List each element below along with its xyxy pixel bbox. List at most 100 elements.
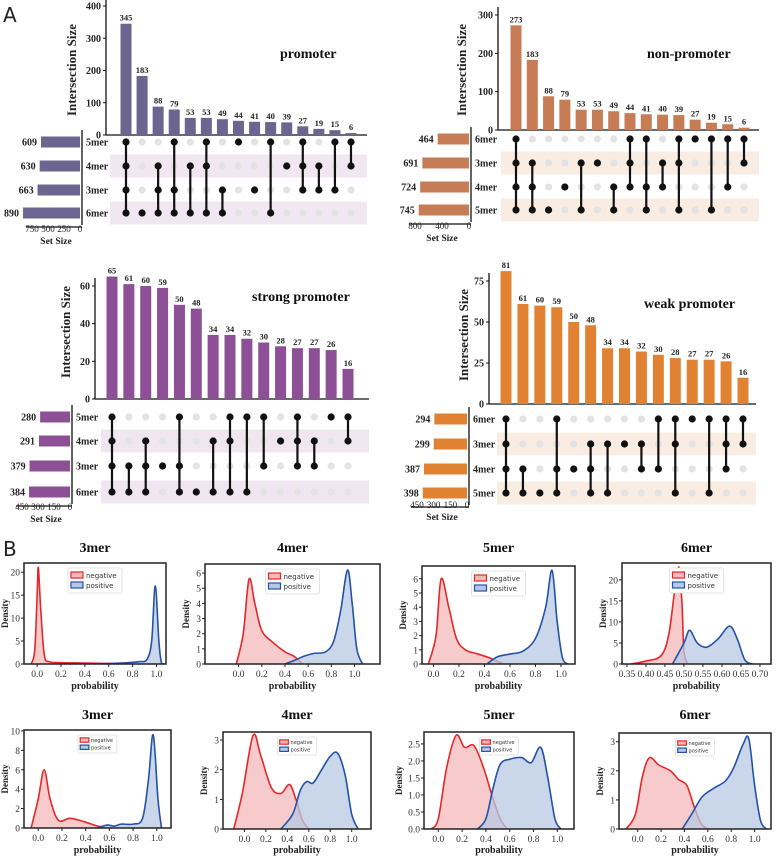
y-axis-label: Density [199, 766, 209, 795]
y-tick-label: 20 [609, 576, 619, 586]
set-size-bar [433, 438, 467, 450]
matrix-dot-inactive [620, 465, 629, 473]
x-tick-label: 0.8 [325, 670, 337, 680]
upset-plot-strong-promoter: 0 20 40 60 Intersection Size strong promoter 6… [10, 266, 369, 525]
x-tick-label: 0.0 [239, 835, 251, 845]
x-tick-label: 0.2 [55, 670, 67, 680]
y-tick-label: 75 [474, 277, 484, 288]
x-tick-label: 0.6 [103, 670, 115, 680]
matrix-dot-inactive [519, 440, 527, 448]
set-size-value: 630 [21, 162, 36, 173]
legend-label-negative: negative [493, 740, 515, 746]
y-tick-label: 1 [214, 796, 219, 806]
matrix-dot-inactive [603, 415, 612, 423]
matrix-dot-inactive [250, 138, 259, 146]
x-tick-label: 0.0 [32, 834, 44, 844]
x-tick-label: 1.0 [551, 835, 563, 845]
matrix-dot-inactive [327, 488, 335, 496]
matrix-dot-active [620, 440, 629, 448]
matrix-dot-inactive [658, 206, 667, 214]
intersection-bar [265, 122, 277, 135]
legend-label-positive: positive [284, 583, 311, 591]
bar-value-label: 27 [299, 115, 308, 125]
legend-label-positive: positive [493, 747, 513, 753]
x-tick-label: 1.0 [749, 835, 761, 845]
matrix-dot-inactive [310, 488, 318, 496]
y-tick-label: 4 [15, 786, 20, 796]
negative-density-line [30, 566, 133, 664]
y-tick-label: 2.0 [408, 757, 420, 767]
plot-frame [222, 731, 372, 830]
negative-density-fill [236, 578, 303, 664]
bar-value-label: 15 [331, 119, 340, 129]
set-name-label: 6mer [76, 488, 99, 499]
intersection-bar [619, 348, 630, 404]
matrix-dot-inactive [218, 138, 227, 146]
positive-density-fill [284, 570, 363, 664]
legend-swatch-positive [677, 747, 687, 754]
bar-value-label: 15 [723, 113, 732, 123]
legend-swatch-negative [481, 739, 491, 745]
legend-swatch-positive [267, 582, 282, 590]
matrix-dot-inactive [561, 159, 569, 167]
intersection-bar [281, 122, 293, 135]
plot-frame [421, 565, 576, 665]
positive-density-line [96, 585, 165, 664]
matrix-dot-inactive [192, 437, 200, 445]
legend-label-negative: negative [490, 575, 521, 583]
bar-value-label: 34 [209, 324, 218, 334]
matrix-dot-inactive [610, 135, 618, 143]
intersection-bar [624, 113, 636, 130]
intersection-bar [329, 130, 341, 135]
legend-label-positive: positive [689, 748, 709, 754]
y-tick-label: 10 [609, 618, 619, 628]
bar-value-label: 53 [577, 99, 586, 109]
matrix-dot-inactive [234, 186, 243, 194]
y-tick-label: 1 [610, 796, 615, 806]
set-size-value: 379 [11, 462, 26, 473]
set-name-label: 4mer [76, 437, 99, 448]
y-tick-label: 15 [11, 592, 21, 602]
x-axis-label: probability [671, 845, 719, 856]
intersection-bar [737, 377, 749, 404]
intersection-bar [157, 287, 169, 399]
intersection-bar [703, 359, 715, 404]
legend-label-negative: negative [689, 741, 711, 747]
legend-label-negative: negative [688, 572, 719, 580]
set-size-bar [23, 207, 80, 219]
matrix-dot-inactive [344, 462, 352, 470]
plot-frame [423, 731, 575, 830]
density-plot-3mer: 0.0 0.2 0.4 0.6 0.8 1.0 0 2 4 6 8 10 Density probabil… [0, 708, 172, 856]
set-size-value: 609 [22, 138, 37, 149]
x-tick-label: 1.0 [349, 670, 361, 680]
set-name-label: 5mer [86, 138, 109, 149]
legend-label-positive: positive [91, 745, 111, 751]
matrix-dot-inactive [234, 209, 243, 217]
matrix-dot-inactive [593, 183, 602, 191]
set-size-bar [39, 160, 80, 172]
y-tick-label: 10 [11, 727, 21, 737]
matrix-dot-inactive [283, 186, 291, 194]
matrix-dot-inactive [209, 413, 217, 421]
set-name-label: 3mer [86, 186, 109, 197]
bar-value-label: 28 [276, 335, 285, 345]
set-size-value: 464 [419, 135, 434, 146]
set-name-label: 4mer [475, 183, 498, 194]
bar-value-label: 60 [141, 275, 150, 285]
matrix-row-stripe [101, 429, 369, 453]
matrix-dot-active [158, 462, 167, 470]
x-tick-label: 0.4 [480, 835, 492, 845]
intersection-bar [591, 109, 603, 130]
intersection-bar [168, 109, 180, 135]
set-size-value: 291 [20, 437, 35, 448]
intersection-bar [136, 75, 148, 135]
legend-swatch-negative [671, 571, 686, 579]
x-tick-label: 0.4 [279, 670, 291, 680]
legend-label-negative: negative [291, 740, 313, 746]
x-axis-label: probability [74, 845, 122, 856]
matrix-dot-inactive [544, 159, 553, 167]
matrix-dot-inactive [138, 162, 146, 170]
matrix-dot-inactive [593, 206, 602, 214]
negative-density-fill [31, 567, 133, 664]
x-tick-label: 0.50 [676, 670, 693, 680]
